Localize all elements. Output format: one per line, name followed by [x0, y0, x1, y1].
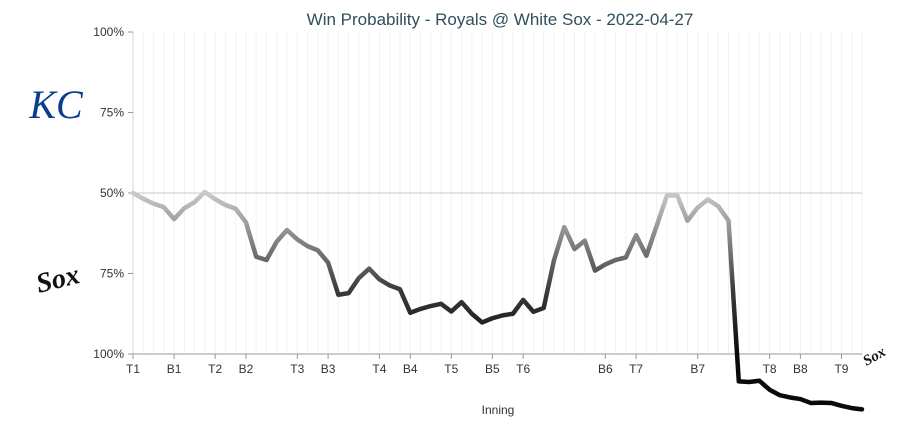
- x-tick-label: B4: [403, 362, 418, 376]
- x-tick-label: B6: [598, 362, 613, 376]
- royals-logo-text: KC: [28, 82, 84, 127]
- y-tick-label: 100%: [93, 25, 124, 39]
- x-tick-label: T5: [444, 362, 458, 376]
- y-tick-label: 50%: [100, 186, 124, 200]
- x-tick-label: T8: [763, 362, 777, 376]
- x-axis-title: Inning: [482, 403, 515, 417]
- x-tick-label: T2: [208, 362, 222, 376]
- x-tick-label: B7: [690, 362, 705, 376]
- x-tick-label: T1: [126, 362, 140, 376]
- y-tick-label: 75%: [100, 267, 124, 281]
- white-sox-end-icon: Sox: [860, 344, 889, 370]
- x-tick-label: B2: [239, 362, 254, 376]
- x-tick-label: T4: [372, 362, 386, 376]
- y-tick-label: 100%: [93, 347, 124, 361]
- x-tick-label: B5: [485, 362, 500, 376]
- y-tick-label: 75%: [100, 106, 124, 120]
- x-ticks: T1 B1 T2 B2 T3 B3 T4 B4 T5 B5 T6 B6 T7 B7 T8 B8 T9: [126, 354, 849, 376]
- x-tick-label: T7: [629, 362, 643, 376]
- win-probability-line: [130, 189, 865, 412]
- x-tick-label: T3: [290, 362, 304, 376]
- x-tick-label: B1: [167, 362, 182, 376]
- y-ticks: 100% 75% 50% 75% 100%: [93, 25, 133, 361]
- x-tick-label: B3: [321, 362, 336, 376]
- white-sox-logo-icon: Sox: [33, 259, 83, 300]
- x-tick-label: T9: [834, 362, 848, 376]
- chart-title: Win Probability - Royals @ White Sox - 2…: [307, 10, 694, 29]
- white-sox-end-text: Sox: [860, 344, 889, 370]
- royals-logo-icon: KC: [28, 82, 84, 127]
- x-tick-label: B8: [793, 362, 808, 376]
- white-sox-logo-text: Sox: [33, 259, 83, 300]
- x-tick-label: T6: [516, 362, 530, 376]
